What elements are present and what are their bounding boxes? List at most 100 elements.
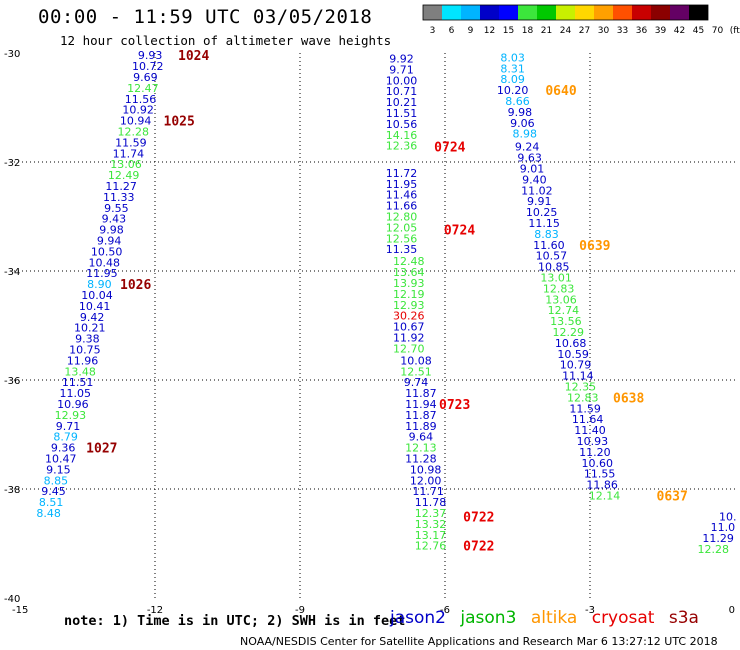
data-point-s3a: 10.41 bbox=[79, 300, 111, 313]
data-point-s3a: 9.94 bbox=[97, 234, 122, 247]
data-point-altika: 10.25 bbox=[526, 206, 558, 219]
data-point-altika: 12.83 bbox=[567, 391, 599, 404]
x-tick-label: -3 bbox=[585, 605, 595, 616]
legend-cryosat: cryosat bbox=[591, 608, 655, 628]
data-point-jason2: 11.87 bbox=[405, 409, 437, 422]
colorbar-swatch bbox=[480, 5, 499, 20]
data-point-jason2: 12.05 bbox=[386, 221, 418, 234]
data-point-jason2: 11.78 bbox=[415, 496, 447, 509]
y-tick-label: -30 bbox=[4, 49, 20, 60]
data-point-jason2: 12.70 bbox=[393, 342, 425, 355]
data-point-altika: 10.20 bbox=[497, 84, 529, 97]
colorbar-label: 3 bbox=[430, 26, 436, 36]
colorbar-swatch bbox=[423, 5, 442, 20]
legend-s3a: s3a bbox=[668, 608, 699, 628]
data-point-altika: 9.06 bbox=[510, 117, 535, 130]
data-point-jason2: 13.93 bbox=[393, 277, 425, 290]
colorbar-label: 9 bbox=[468, 26, 474, 36]
colorbar-swatch bbox=[575, 5, 594, 20]
time-label-altika: 0640 bbox=[545, 84, 576, 99]
data-point-s3a: 11.51 bbox=[62, 376, 94, 389]
data-point-s3a: 8.48 bbox=[36, 507, 61, 520]
data-point-s3a: 8.51 bbox=[39, 496, 64, 509]
data-point-s3a: 11.27 bbox=[105, 180, 137, 193]
data-point-altika: 9.63 bbox=[517, 152, 542, 165]
data-point-altika: 9.01 bbox=[520, 163, 545, 176]
data-point-s3a: 10.92 bbox=[122, 104, 154, 117]
x-tick-label: -15 bbox=[12, 605, 28, 616]
data-point-jason2: 11.94 bbox=[405, 398, 437, 411]
colorbar-label: 6 bbox=[449, 26, 455, 36]
legend-jason2: jason2 bbox=[390, 608, 446, 628]
data-point-jason2: 12.56 bbox=[386, 232, 418, 245]
data-point-s3a: 10.94 bbox=[120, 115, 152, 128]
data-point-s3a: 10.75 bbox=[69, 343, 101, 356]
data-point-s3a: 9.45 bbox=[41, 485, 66, 498]
data-point-altika: 8.09 bbox=[500, 73, 525, 86]
y-tick-label: -36 bbox=[4, 376, 20, 387]
data-point-altika: 11.86 bbox=[586, 479, 618, 492]
footer-credit: NOAA/NESDIS Center for Satellite Applica… bbox=[240, 635, 718, 648]
data-point-s3a: 12.49 bbox=[108, 169, 140, 182]
data-point-jason2: 11.87 bbox=[405, 387, 437, 400]
data-point-altika: 9.24 bbox=[515, 141, 540, 154]
colorbar-label: 30 bbox=[598, 26, 610, 36]
time-label-jason2: 0724 bbox=[444, 224, 475, 239]
data-point-s3a: 10.96 bbox=[57, 398, 89, 411]
time-label-s3a: 1027 bbox=[86, 442, 117, 457]
y-tick-label: -40 bbox=[4, 594, 20, 605]
colorbar-swatch bbox=[689, 5, 708, 20]
data-point-cryosat: 11.0 bbox=[711, 521, 736, 534]
colorbar-frame bbox=[422, 4, 709, 21]
data-point-altika: 11.02 bbox=[521, 184, 553, 197]
data-point-jason2: 10.21 bbox=[386, 96, 418, 109]
data-point-s3a: 13.06 bbox=[110, 158, 142, 171]
data-point-altika: 8.98 bbox=[513, 128, 538, 141]
x-tick-label: -9 bbox=[295, 605, 305, 616]
data-point-s3a: 12.47 bbox=[127, 82, 159, 95]
y-tick-label: -38 bbox=[4, 485, 20, 496]
data-point-s3a: 10.47 bbox=[45, 452, 77, 465]
data-point-altika: 8.03 bbox=[500, 51, 525, 64]
time-label-jason2: 0724 bbox=[434, 141, 465, 156]
data-point-jason2: 11.66 bbox=[386, 200, 418, 213]
colorbar-swatch bbox=[613, 5, 632, 20]
data-point-s3a: 9.55 bbox=[104, 202, 129, 215]
data-point-altika: 10.85 bbox=[538, 261, 570, 274]
x-tick-label: -6 bbox=[440, 605, 450, 616]
data-point-altika: 8.83 bbox=[534, 228, 559, 241]
data-point-altika: 10.93 bbox=[577, 435, 609, 448]
data-point-s3a: 8.85 bbox=[44, 474, 69, 487]
data-point-jason2: 13.17 bbox=[415, 529, 447, 542]
data-point-altika: 10.57 bbox=[536, 250, 568, 263]
data-point-s3a: 11.33 bbox=[103, 191, 135, 204]
time-label-s3a: 1026 bbox=[120, 278, 151, 293]
data-point-s3a: 11.59 bbox=[115, 136, 147, 149]
data-point-jason2: 9.71 bbox=[389, 63, 414, 76]
colorbar-label: 33 bbox=[617, 26, 628, 36]
data-point-jason2: 11.35 bbox=[386, 243, 418, 256]
data-point-altika: 11.14 bbox=[562, 370, 594, 383]
data-point-jason2: 10.71 bbox=[386, 85, 418, 98]
data-point-jason2: 30.26 bbox=[393, 310, 425, 323]
data-point-jason2: 13.64 bbox=[393, 266, 425, 279]
data-point-altika: 11.59 bbox=[569, 402, 601, 415]
colorbar-swatch bbox=[461, 5, 480, 20]
data-point-jason2: 13.32 bbox=[415, 518, 447, 531]
data-point-jason2: 11.46 bbox=[386, 189, 418, 202]
data-point-s3a: 10.50 bbox=[91, 245, 123, 258]
time-label-s3a: 1025 bbox=[164, 115, 195, 130]
data-point-s3a: 10.48 bbox=[89, 256, 121, 269]
data-point-s3a: 11.95 bbox=[86, 267, 118, 280]
data-point-altika: 9.98 bbox=[508, 106, 533, 119]
colorbar-label: 45 bbox=[693, 26, 704, 36]
colorbar-label: 18 bbox=[522, 26, 534, 36]
data-point-cryosat: 10. bbox=[719, 510, 737, 523]
data-point-s3a: 13.48 bbox=[64, 365, 96, 378]
data-point-altika: 8.31 bbox=[500, 62, 525, 75]
time-label-altika: 0639 bbox=[579, 239, 610, 254]
colorbar-label: 12 bbox=[484, 26, 495, 36]
data-point-jason2: 10.67 bbox=[393, 321, 425, 334]
time-label-jason2: 0722 bbox=[463, 510, 494, 525]
data-point-s3a: 11.05 bbox=[60, 387, 92, 400]
